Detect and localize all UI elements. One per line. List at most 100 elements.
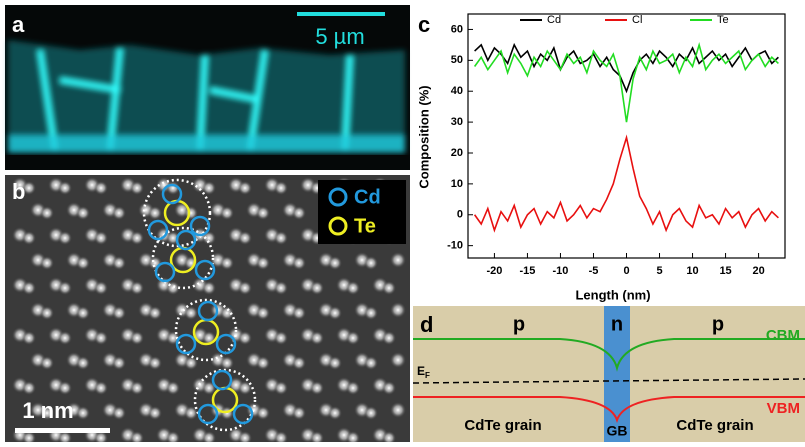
atom [292,356,306,370]
panel-label: c [418,12,430,37]
atom [220,206,234,220]
atom [390,352,406,368]
atom [40,356,54,370]
atom [346,281,360,295]
atom [76,256,90,270]
y-tick-label: 0 [457,209,463,221]
x-axis-label: Length (nm) [575,287,650,302]
vbm-label: VBM [767,400,800,417]
x-tick-label: -5 [589,265,599,277]
atom [310,281,324,295]
legend-label: Te [354,215,376,237]
panel-d: d p n p CBM EF VBM CdTe grain GB CdTe gr… [413,306,805,442]
atom [130,181,144,195]
atom [130,381,144,395]
y-tick-label: 30 [451,116,463,128]
x-tick-label: 20 [752,265,764,277]
atom [292,256,306,270]
atom [238,331,252,345]
y-tick-label: 40 [451,85,463,97]
atom [112,256,126,270]
atom [274,331,288,345]
atom [148,306,162,320]
atom [76,206,90,220]
atom [390,252,406,268]
atom [310,381,324,395]
y-tick-label: 60 [451,23,463,35]
scale-label: 5 µm [315,24,364,49]
atom [22,381,36,395]
atom [130,231,144,245]
y-tick-label: -10 [447,240,463,252]
atom [94,381,108,395]
atom [328,406,342,420]
y-tick-label: 50 [451,54,463,66]
x-tick-label: 5 [656,265,662,277]
panel-label: d [420,312,433,337]
atom [58,381,72,395]
atom [220,256,234,270]
fluorescence [8,40,405,153]
atom [346,381,360,395]
atom [220,356,234,370]
x-tick-label: -20 [486,265,502,277]
grain-label: CdTe grain [464,417,541,434]
atom [346,331,360,345]
atom [328,356,342,370]
ef-main: E [417,364,425,378]
atom [40,206,54,220]
atom [166,381,180,395]
atom [94,281,108,295]
atom [184,356,198,370]
legend-label: Cd [354,186,381,208]
region-label: n [611,313,623,335]
atom [382,281,396,295]
atom [112,206,126,220]
atom [22,281,36,295]
atom [202,281,216,295]
atom [256,256,270,270]
atom [58,231,72,245]
cbm-label: CBM [766,327,800,344]
x-tick-label: 0 [623,265,629,277]
atom [22,331,36,345]
region-label: p [513,313,525,335]
series-line [475,45,779,91]
legend-label: Cd [547,14,561,26]
atom [292,206,306,220]
atom [256,306,270,320]
atom [238,231,252,245]
atom [40,256,54,270]
atom [148,406,162,420]
x-tick-label: -15 [519,265,535,277]
grain-label: CdTe grain [676,417,753,434]
panel-a: 5 µm a [5,5,410,170]
atom [364,306,378,320]
panel-c: c Length (nm) Composition (%) -20-15-10-… [416,12,785,303]
atom [148,356,162,370]
atom [112,406,126,420]
atom [256,406,270,420]
atom [390,402,406,418]
legend-label: Te [717,14,729,26]
atom [148,206,162,220]
x-tick-label: -10 [553,265,569,277]
atom [58,331,72,345]
atom [166,281,180,295]
atom [22,231,36,245]
atom [130,331,144,345]
atom [310,331,324,345]
atom [94,331,108,345]
atom [274,381,288,395]
atom [292,306,306,320]
atom [112,356,126,370]
atom [292,406,306,420]
atom [238,181,252,195]
atom [390,302,406,318]
panel-label: a [12,12,25,37]
atom [76,406,90,420]
atom [328,256,342,270]
y-tick-label: 20 [451,147,463,159]
scale-bar [15,428,110,433]
atom [238,281,252,295]
